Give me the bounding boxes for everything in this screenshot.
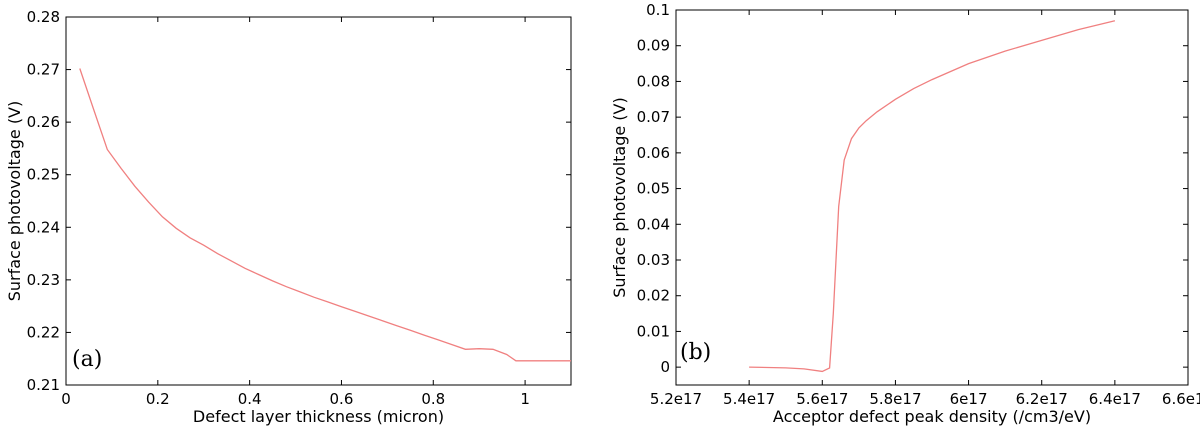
panel-a-ytick-label: 0.25 (27, 166, 60, 184)
panel-a-ytick-label: 0.28 (27, 8, 60, 26)
panel-a-xtick-label: 0.6 (330, 390, 354, 408)
panel-b-xtick-label: 5.2e17 (650, 390, 702, 408)
panel-a-ytick-label: 0.23 (27, 271, 60, 289)
panel-b-ytick-label: 0.06 (637, 144, 670, 162)
panel-b-ytick-label: 0.02 (637, 287, 670, 305)
panel-b-ytick-label: 0.09 (637, 37, 670, 55)
panel-b-xtick-label: 6.2e17 (1016, 390, 1068, 408)
panel-b-ytick-label: 0.03 (637, 251, 670, 269)
panel-b-label: (b) (680, 340, 711, 365)
panel-a-ytick-label: 0.21 (27, 376, 60, 394)
panel-a-label: (a) (72, 347, 102, 372)
panel-b-plot-frame (675, 9, 1189, 386)
panel-b-y-axis-label: Surface photovoltage (V) (610, 97, 629, 297)
panel-b-ytick-label: 0.05 (637, 180, 670, 198)
panel-b-xtick-label: 6.6e17 (1162, 390, 1200, 408)
panel-a-xtick-label: 1 (520, 390, 530, 408)
panel-a-ytick-label: 0.26 (27, 113, 60, 131)
panel-b-x-axis-label: Acceptor defect peak density (/cm3/eV) (773, 407, 1091, 426)
panel-a-plot-frame (65, 16, 572, 386)
panel-b-xtick-label: 5.4e17 (723, 390, 775, 408)
panel-a-ytick-label: 0.22 (27, 323, 60, 341)
panel-b-ytick-label: 0 (660, 358, 670, 376)
panel-b-xtick-label: 5.6e17 (796, 390, 848, 408)
panel-b-series-line (749, 20, 1116, 373)
panel-b-ytick-label: 0.08 (637, 72, 670, 90)
panel-a-y-axis-label: Surface photovoltage (V) (5, 101, 24, 301)
panel-a-ytick-label: 0.27 (27, 61, 60, 79)
panel-a-ytick-label: 0.24 (27, 218, 60, 236)
panel-a-xtick-label: 0.8 (421, 390, 445, 408)
panel-a-xtick-label: 0 (61, 390, 71, 408)
panel-b-xtick-label: 5.8e17 (869, 390, 921, 408)
panel-b-ytick-label: 0.01 (637, 322, 670, 340)
panel-b-ytick-label: 0.1 (646, 1, 670, 19)
panel-a-series-line (79, 68, 571, 362)
panel-b-ytick-label: 0.07 (637, 108, 670, 126)
panel-a-xtick-label: 0.4 (238, 390, 262, 408)
panel-a-x-axis-label: Defect layer thickness (micron) (193, 407, 444, 426)
panel-b-ytick-label: 0.04 (637, 215, 670, 233)
panel-b-xtick-label: 6e17 (950, 390, 988, 408)
panel-b-xtick-label: 6.4e17 (1089, 390, 1141, 408)
panel-a-xtick-label: 0.2 (146, 390, 170, 408)
